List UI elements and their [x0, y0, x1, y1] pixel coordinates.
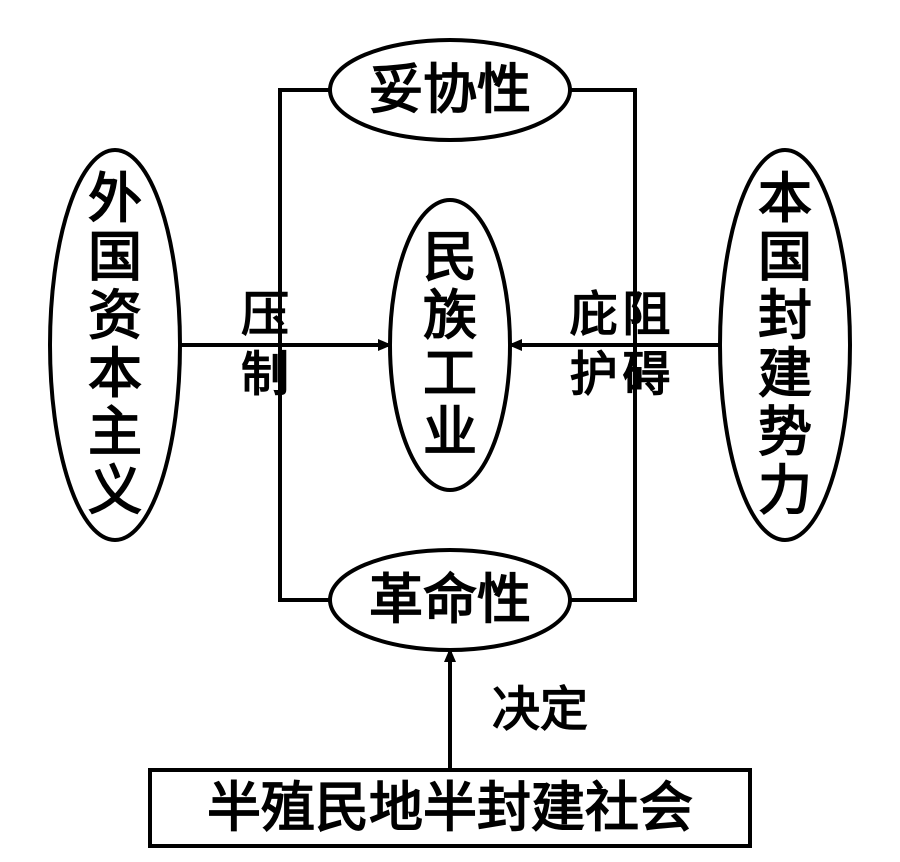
svg-text:庇: 庇 [570, 289, 618, 342]
svg-text:阻: 阻 [622, 289, 670, 342]
svg-text:本: 本 [758, 169, 812, 229]
svg-text:工: 工 [423, 344, 477, 404]
svg-text:势: 势 [758, 402, 812, 462]
concept-diagram: 外国资本主义本国封建势力民族工业妥协性革命性半殖民地半封建社会 压制庇护阻碍决定 [0, 0, 900, 862]
svg-text:革命性: 革命性 [369, 569, 531, 630]
svg-text:制: 制 [241, 349, 289, 402]
svg-text:义: 义 [88, 461, 142, 521]
svg-text:国: 国 [88, 228, 142, 288]
svg-text:决定: 决定 [492, 684, 588, 737]
svg-text:业: 业 [423, 402, 477, 462]
svg-text:民: 民 [423, 228, 477, 288]
svg-text:力: 力 [758, 461, 812, 521]
svg-text:国: 国 [758, 228, 812, 288]
svg-text:护: 护 [570, 349, 618, 402]
svg-text:主: 主 [88, 402, 142, 462]
svg-text:本: 本 [88, 344, 142, 404]
svg-text:外: 外 [88, 169, 142, 229]
svg-text:族: 族 [423, 286, 477, 346]
svg-text:半殖民地半封建社会: 半殖民地半封建社会 [207, 778, 693, 838]
svg-text:碍: 碍 [622, 349, 670, 402]
svg-text:封: 封 [758, 286, 812, 346]
svg-text:妥协性: 妥协性 [369, 60, 531, 120]
svg-text:资: 资 [88, 286, 142, 346]
svg-text:压: 压 [241, 289, 289, 342]
svg-text:建: 建 [758, 344, 812, 404]
